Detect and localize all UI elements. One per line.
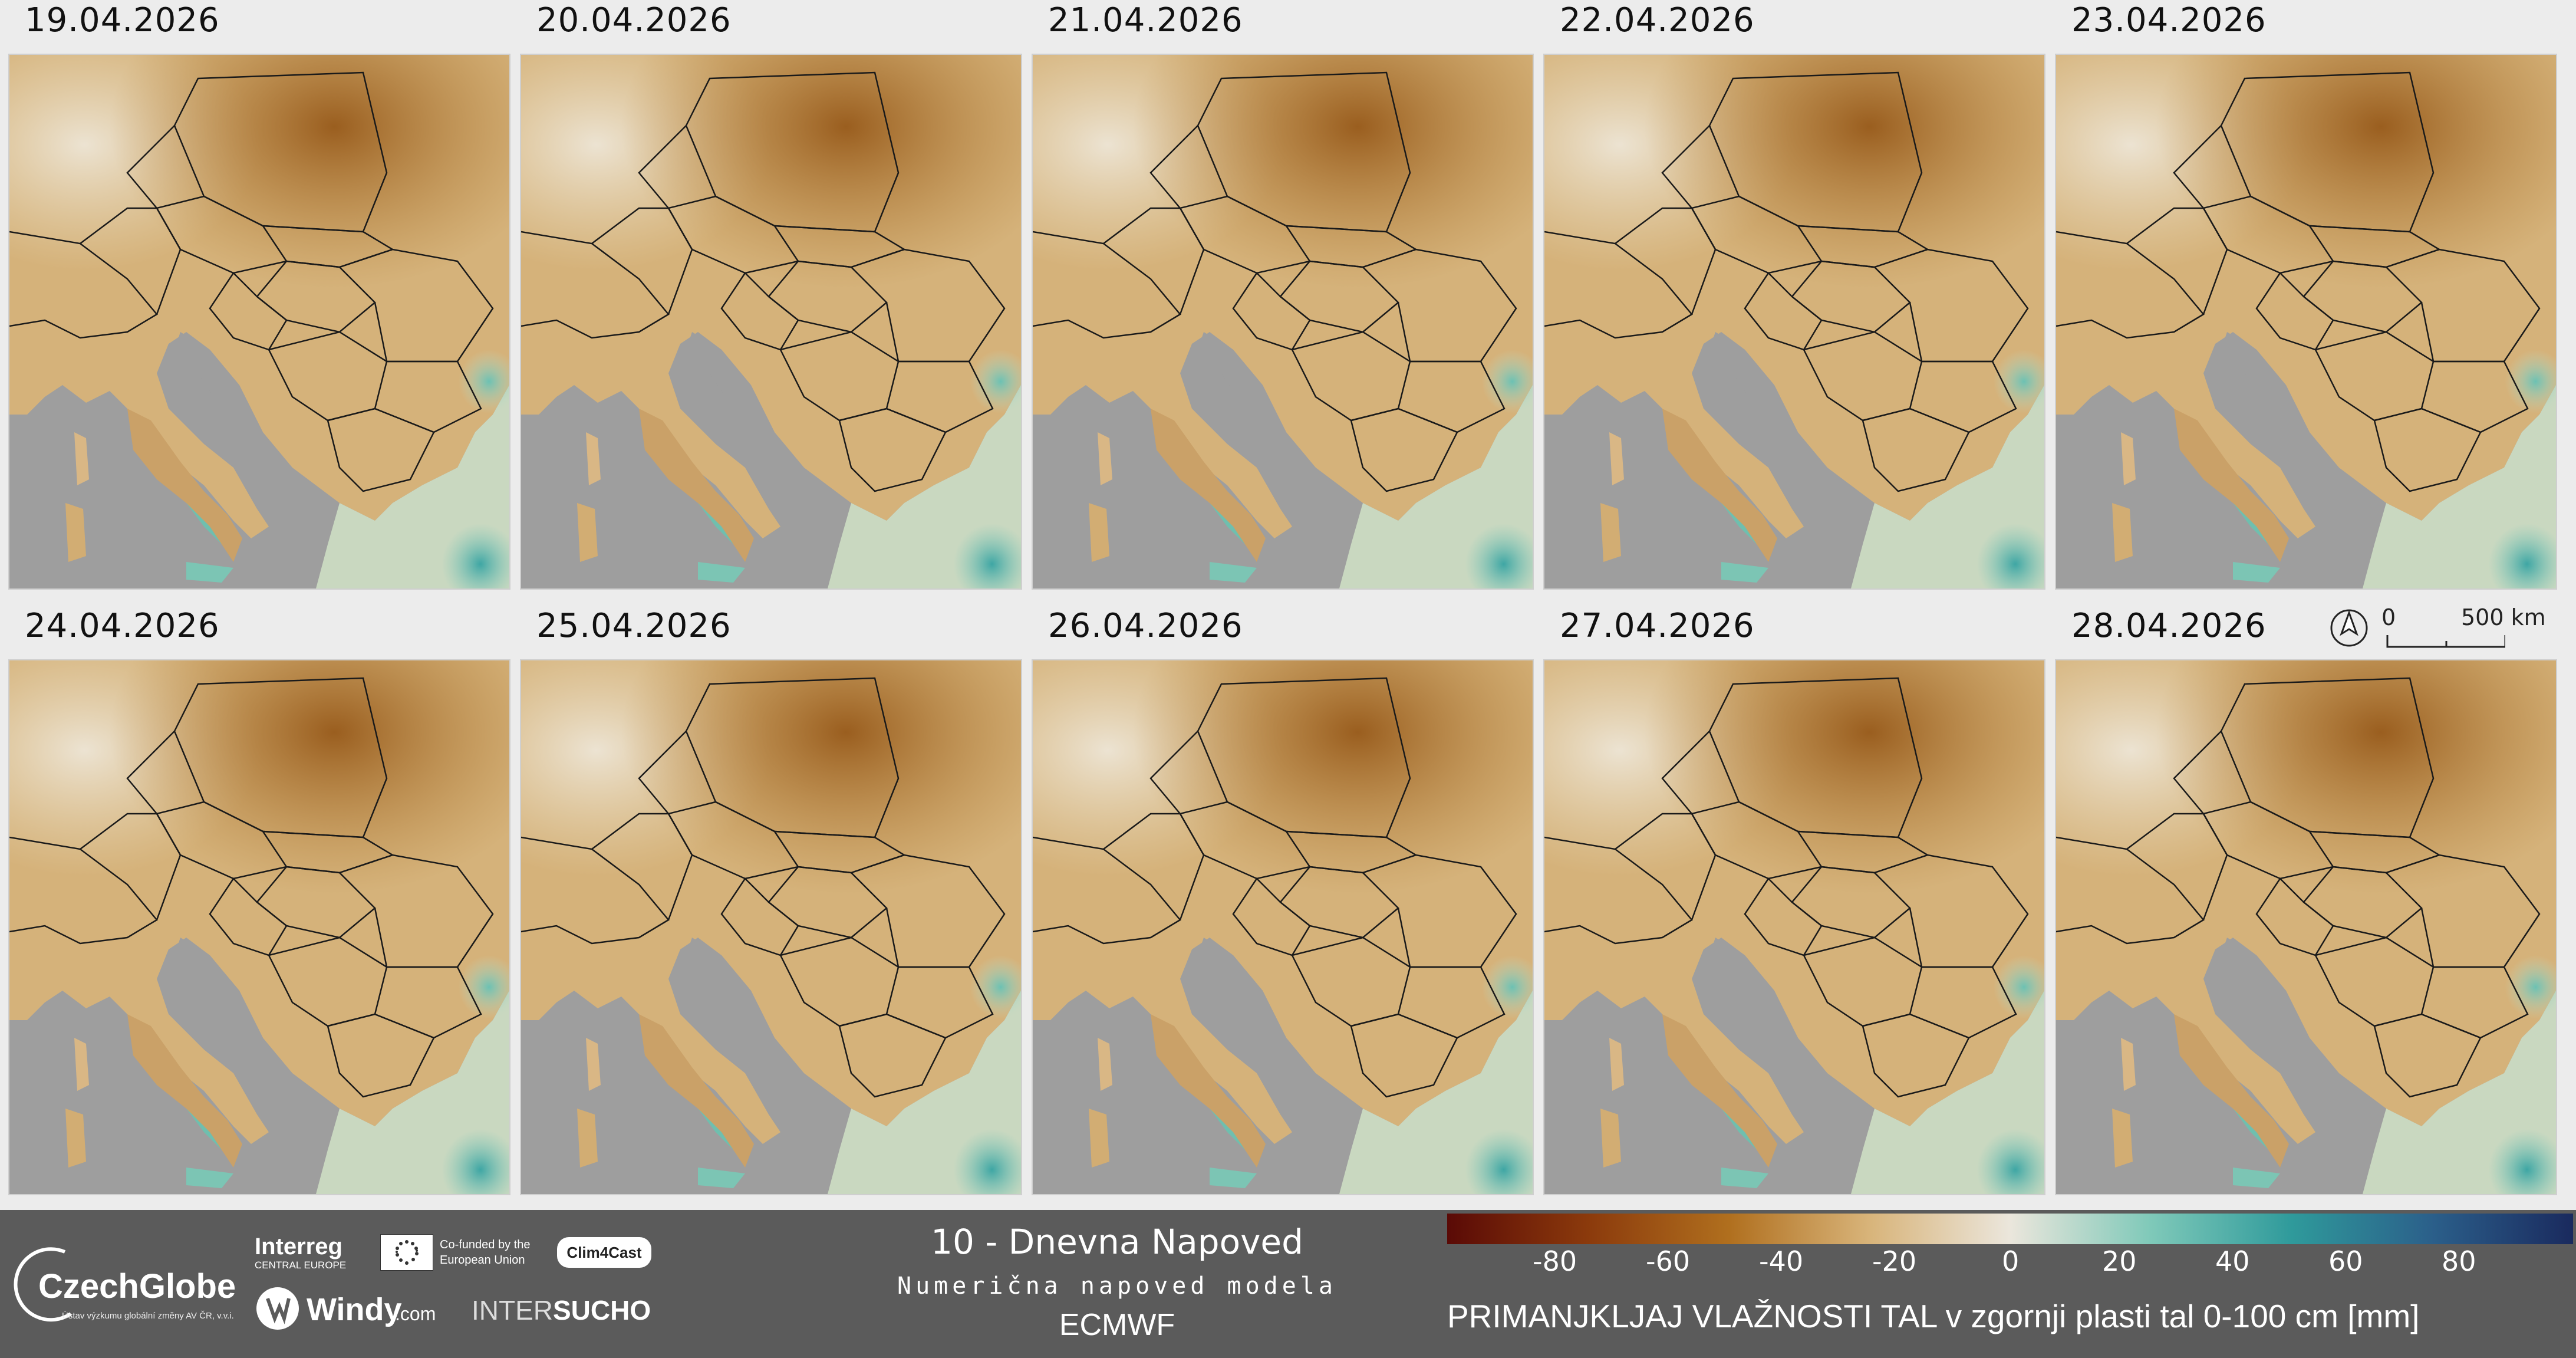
soil-moisture-map [2056, 660, 2556, 1194]
clim4cast-logo: Clim4Cast [557, 1237, 651, 1268]
windy-suffix: .com [395, 1303, 436, 1324]
scale-distance-label: 500 km [2461, 604, 2546, 630]
czechglobe-tagline: Ústav výzkumu globální změny AV ČR, v.v.… [62, 1311, 234, 1321]
panel-date: 27.04.2026 [1560, 607, 1755, 645]
panel-date: 22.04.2026 [1560, 1, 1755, 40]
soil-moisture-map [521, 660, 1021, 1194]
soil-moisture-map [2056, 55, 2556, 588]
panel-date: 25.04.2026 [536, 607, 732, 645]
map-panel-5: 23.04.2026 [2047, 0, 2556, 588]
scale-zero-label: 0 [2381, 604, 2396, 630]
panel-date: 24.04.2026 [25, 607, 220, 645]
forecast-subtitle: Numerična napoved modela [897, 1272, 1337, 1300]
legend-tick: 60 [2328, 1245, 2363, 1277]
legend-tick: 20 [2102, 1245, 2137, 1277]
legend-tick: 0 [2002, 1245, 2020, 1277]
windy-name: Windy [307, 1292, 402, 1327]
soil-moisture-map [521, 55, 1021, 588]
intersucho-logo: INTERSUCHO [472, 1294, 660, 1330]
eu-flag-logo [380, 1234, 434, 1271]
panel-date: 23.04.2026 [2071, 1, 2267, 40]
interreg-sub: CENTRAL EUROPE [255, 1260, 347, 1271]
czechglobe-logo: CzechGlobe Ústav výzkumu globální změny … [12, 1243, 248, 1337]
panel-date: 20.04.2026 [536, 1, 732, 40]
legend-tick: 40 [2215, 1245, 2250, 1277]
soil-moisture-map [1033, 55, 1533, 588]
soil-moisture-map [9, 55, 509, 588]
map-panel-9: 27.04.2026 [1535, 606, 2044, 1194]
map-panel-4: 22.04.2026 [1535, 0, 2044, 588]
panel-date: 28.04.2026 [2071, 607, 2267, 645]
forecast-model: ECMWF [1059, 1308, 1175, 1342]
globe-icon [14, 1247, 72, 1322]
windy-icon [256, 1287, 299, 1330]
soil-moisture-map [1033, 660, 1533, 1194]
intersucho-name-b: SUCHO [553, 1295, 651, 1326]
intersucho-name-a: INTER [472, 1295, 553, 1326]
interreg-name: Interreg [255, 1234, 342, 1260]
color-legend-bar [1447, 1214, 2573, 1244]
legend-tick: -80 [1533, 1245, 1577, 1277]
eu-stars-icon [380, 1234, 434, 1271]
map-panel-8: 26.04.2026 [1023, 606, 1533, 1194]
soil-moisture-map [1544, 55, 2044, 588]
forecast-title: 10 - Dnevna Napoved [931, 1222, 1303, 1262]
soil-moisture-map [1544, 660, 2044, 1194]
legend-tick: 80 [2442, 1245, 2476, 1277]
soil-moisture-map [9, 660, 509, 1194]
map-panel-6: 24.04.2026 [0, 606, 509, 1194]
legend-tick: -60 [1646, 1245, 1691, 1277]
cofunded-text: Co-funded by the European Union [440, 1238, 531, 1267]
legend-tick: -20 [1872, 1245, 1917, 1277]
legend-tick: -40 [1759, 1245, 1804, 1277]
clim4cast-name: Clim4Cast [566, 1244, 642, 1261]
map-panel-2: 20.04.2026 [512, 0, 1021, 588]
panel-date: 19.04.2026 [25, 1, 220, 40]
panel-date: 26.04.2026 [1048, 607, 1243, 645]
windy-logo: Windy .com [255, 1285, 449, 1333]
map-panel-10: 28.04.2026 [2047, 606, 2556, 1194]
legend-variable-label: PRIMANJKLJAJ VLAŽNOSTI TAL v zgornji pla… [1447, 1298, 2420, 1334]
scale-bar: 0 500 km [2328, 604, 2546, 652]
map-panel-1: 19.04.2026 [0, 0, 509, 588]
czechglobe-name: CzechGlobe [38, 1267, 236, 1306]
panel-date: 21.04.2026 [1048, 1, 1243, 40]
map-panel-3: 21.04.2026 [1023, 0, 1533, 588]
interreg-logo: Interreg CENTRAL EUROPE [255, 1234, 367, 1275]
map-panel-7: 25.04.2026 [512, 606, 1021, 1194]
